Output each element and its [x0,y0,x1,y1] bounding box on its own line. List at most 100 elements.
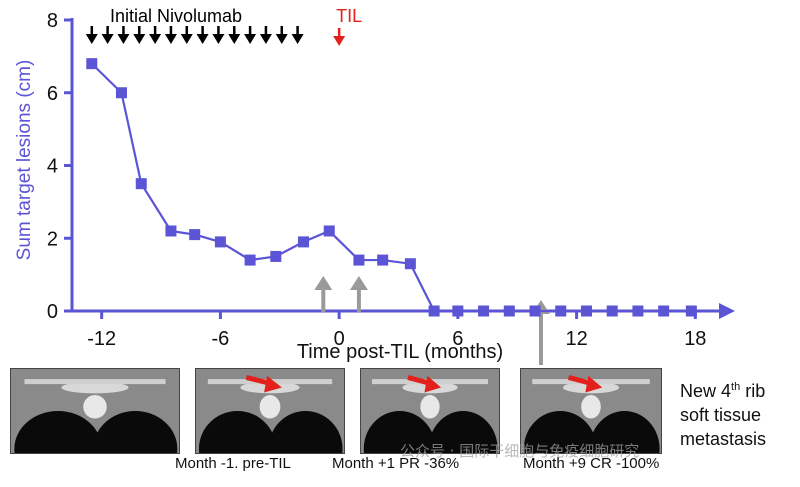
data-point [323,225,335,237]
data-point [478,305,490,317]
dose-arrow-head [117,34,130,44]
x-tick-label: 0 [334,328,345,350]
ct-scan-4 [520,368,662,454]
x-tick-label: 12 [565,328,587,350]
caption-pre-til: Month -1. pre-TIL [175,455,291,472]
ct-scan-image [361,369,499,453]
dose-arrow-head [259,34,272,44]
data-point [244,254,256,266]
y-ticks: 0 2 4 6 8 [47,10,72,323]
dose-arrow-head [164,34,177,44]
lung-right [93,411,178,453]
dose-arrow-head [101,34,114,44]
dose-arrow-head [244,34,257,44]
data-point [86,58,98,70]
red-arrow-head [264,375,282,393]
data-point [580,305,592,317]
data-point [135,178,147,190]
til-arrow-head [333,36,346,46]
ct-scan-image [521,369,661,453]
side-note-line1-prefix: New 4 [680,381,732,401]
lung-left [523,411,597,453]
data-point [685,305,697,317]
data-point [298,236,310,248]
vertebra [420,395,440,419]
data-point [404,258,416,270]
dose-arrow-head [149,34,162,44]
x-ticks: -12 -6 0 6 12 18 [87,311,706,350]
data-point [353,254,365,266]
data-point [214,236,226,248]
y-tick-label: 2 [47,228,58,250]
vertebra [259,395,281,419]
data-point [165,225,177,237]
series-polyline [91,62,692,313]
y-tick-label: 4 [47,156,58,178]
nivolumab-dose-arrows [85,26,304,44]
ct-scan-3 [360,368,500,454]
side-note: New 4th rib soft tissue metastasis [680,375,766,451]
lung-right [428,411,498,453]
data-point [115,87,127,99]
til-arrow [333,28,346,46]
y-axis-label: Sum target lesions (cm) [14,60,35,261]
x-axis-arrowhead [719,303,735,319]
side-note-line1-sup: th [731,381,741,393]
scan-arrow-head [349,276,368,290]
data-point [428,305,440,317]
lung-left [198,411,276,453]
y-tick-label: 0 [47,301,58,323]
lung-right [268,411,343,453]
dose-arrow-head [291,34,304,44]
data-point [606,305,618,317]
dose-arrow-head [228,34,241,44]
data-point [189,229,201,241]
dose-arrow-head [212,34,225,44]
axes [70,18,735,319]
y-tick-label: 6 [47,83,58,105]
lung-left [363,411,436,453]
x-tick-label: -6 [212,328,230,350]
series-line [91,62,692,313]
ct-scan-2 [195,368,345,454]
data-point [377,254,389,266]
x-tick-label: 6 [452,328,463,350]
lesion-size-chart: -12 -6 0 6 12 18 0 2 4 6 8 Sum target lesions (cm… [14,6,735,365]
dose-arrow-head [275,34,288,44]
data-point [503,305,515,317]
data-point [632,305,644,317]
dose-arrow-head [133,34,146,44]
ct-scan-image [196,369,344,453]
scan-arrow-head [314,276,333,290]
rib-band [24,379,166,385]
x-tick-label: 18 [684,328,706,350]
data-point [452,305,464,317]
vertebra [83,395,107,419]
data-points [86,58,697,317]
caption-month9: Month +9 CR -100% [523,455,660,472]
vertebra [581,395,601,419]
red-arrow-head [424,375,442,393]
data-point [270,250,282,262]
watermark-text: 公众号 · 国际干细胞与免疫细胞研究 [400,442,640,460]
data-point [658,305,670,317]
data-point [555,305,567,317]
dose-arrow-head [85,34,98,44]
side-note-line3: metastasis [680,429,767,449]
x-axis-label: Time post-TIL (months) [297,341,503,363]
ct-scan-image [11,369,179,453]
sternum [61,381,129,394]
x-tick-label: -12 [87,328,116,350]
caption-month1: Month +1 PR -36% [332,455,460,472]
dose-arrow-head [180,34,193,44]
til-label: TIL [336,6,362,26]
lung-right [589,411,660,453]
nivolumab-label: Initial Nivolumab [110,6,242,26]
lung-left [14,411,102,453]
side-note-line2: soft tissue [680,405,762,425]
y-tick-label: 8 [47,10,58,32]
red-arrow-head [585,375,603,393]
data-point [529,305,541,317]
dose-arrow-head [196,34,209,44]
